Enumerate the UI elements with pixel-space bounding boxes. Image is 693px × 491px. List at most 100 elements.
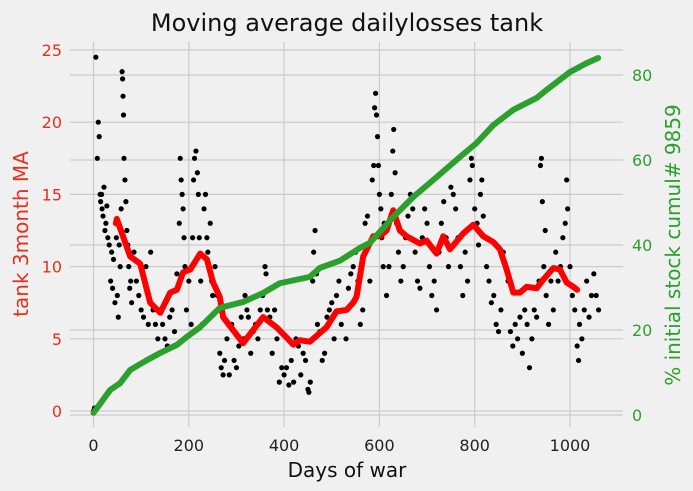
daily-loss-point — [114, 292, 120, 299]
daily-loss-point — [362, 220, 368, 226]
daily-loss-point — [507, 328, 514, 335]
daily-loss-point — [322, 350, 328, 356]
daily-loss-point — [426, 264, 433, 270]
daily-loss-point — [441, 199, 447, 205]
daily-loss-point — [564, 177, 570, 183]
daily-loss-point — [479, 177, 485, 183]
daily-loss-point — [212, 264, 218, 270]
daily-loss-point — [438, 220, 444, 226]
daily-loss-point — [448, 184, 454, 190]
daily-loss-point — [424, 220, 430, 226]
daily-loss-point — [136, 292, 142, 299]
daily-loss-point — [244, 307, 250, 313]
x-tick-label: 1000 — [550, 436, 591, 455]
daily-loss-point — [493, 321, 499, 327]
daily-loss-point — [210, 292, 216, 299]
daily-loss-point — [103, 220, 109, 226]
chart-title: Moving average dailylosses tank — [151, 9, 543, 37]
daily-loss-point — [117, 264, 123, 270]
daily-loss-point — [167, 314, 173, 320]
daily-loss-point — [306, 389, 312, 395]
daily-loss-point — [128, 278, 134, 284]
daily-loss-point — [410, 206, 416, 212]
daily-loss-point — [177, 155, 183, 161]
daily-loss-point — [534, 314, 540, 320]
daily-loss-point — [431, 278, 437, 284]
daily-loss-point — [553, 249, 559, 255]
daily-loss-point — [105, 235, 111, 241]
daily-loss-point — [112, 300, 118, 306]
daily-loss-point — [281, 372, 287, 378]
daily-loss-point — [539, 199, 545, 205]
daily-loss-point — [378, 206, 384, 212]
daily-loss-point — [453, 206, 459, 212]
daily-loss-point — [445, 264, 452, 270]
y-left-tick-label: 20 — [42, 113, 62, 132]
daily-loss-point — [231, 357, 237, 364]
daily-loss-point — [201, 206, 207, 212]
daily-loss-point — [390, 148, 396, 154]
daily-loss-point — [238, 314, 244, 320]
daily-loss-point — [233, 365, 240, 371]
daily-loss-point — [324, 314, 330, 320]
daily-loss-point — [569, 292, 575, 299]
daily-loss-point — [109, 285, 116, 291]
daily-loss-point — [522, 307, 528, 313]
daily-loss-point — [460, 292, 466, 299]
x-tick-label: 400 — [269, 436, 300, 455]
daily-loss-point — [433, 307, 440, 313]
daily-loss-point — [174, 271, 180, 277]
grid — [70, 42, 623, 427]
x-tick-label: 0 — [88, 436, 98, 455]
daily-loss-point — [477, 191, 484, 197]
y-right-tick-label: 80 — [632, 66, 652, 85]
daily-loss-point — [338, 321, 344, 327]
daily-loss-point — [248, 350, 254, 356]
daily-loss-point — [194, 170, 200, 176]
daily-loss-point — [283, 365, 290, 371]
daily-loss-point — [307, 379, 313, 385]
daily-loss-point — [550, 307, 556, 313]
daily-loss-point — [101, 184, 107, 190]
daily-loss-point — [224, 336, 230, 342]
daily-loss-point — [486, 278, 492, 284]
daily-loss-point — [388, 191, 394, 197]
daily-loss-point — [398, 278, 404, 284]
daily-loss-point — [221, 357, 228, 364]
daily-loss-point — [133, 278, 139, 284]
daily-loss-point — [116, 242, 122, 248]
daily-loss-point — [350, 264, 356, 270]
daily-loss-point — [104, 203, 110, 209]
daily-loss-point — [122, 177, 128, 183]
daily-loss-point — [120, 93, 126, 99]
daily-loss-point — [129, 300, 135, 306]
daily-loss-point — [333, 292, 340, 299]
daily-loss-point — [95, 119, 101, 125]
daily-loss-point — [145, 321, 151, 327]
daily-loss-point — [574, 343, 580, 349]
daily-loss-point — [537, 162, 544, 169]
daily-loss-point — [591, 271, 597, 277]
daily-loss-point — [127, 285, 133, 291]
daily-loss-point — [417, 285, 423, 291]
daily-loss-point — [198, 278, 204, 284]
daily-loss-point — [108, 278, 114, 284]
daily-loss-point — [541, 264, 547, 270]
daily-loss-point — [326, 307, 332, 313]
daily-loss-point — [276, 379, 282, 385]
daily-loss-point — [100, 213, 106, 219]
y-left-tick-label: 15 — [42, 185, 62, 204]
cumulative-stock-line — [90, 55, 602, 416]
daily-loss-point — [512, 321, 518, 327]
daily-loss-point — [124, 227, 130, 234]
daily-loss-point — [579, 336, 585, 342]
daily-loss-point — [514, 336, 521, 342]
daily-loss-point — [367, 278, 373, 284]
daily-loss-point — [181, 235, 187, 241]
daily-loss-point — [274, 336, 280, 342]
daily-loss-point — [572, 307, 578, 313]
daily-loss-point — [190, 235, 196, 241]
daily-loss-point — [395, 249, 402, 255]
y-axis-label-right: % initial stock cumul# 9859 — [661, 104, 685, 386]
